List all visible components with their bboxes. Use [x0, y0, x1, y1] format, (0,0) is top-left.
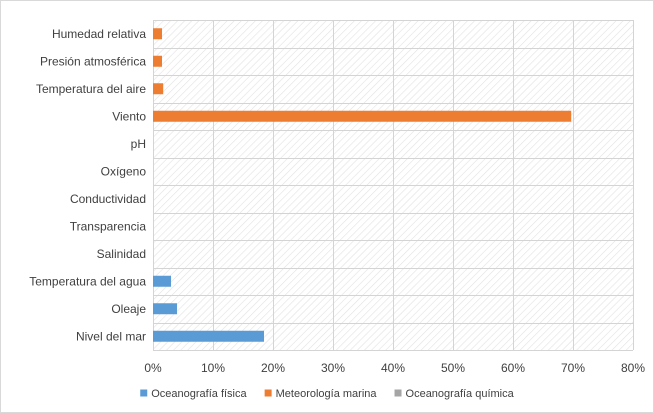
x-tick-labels: 0% 10% 20% 30% 40% 50% 60% 70% 80% — [144, 361, 645, 375]
category-labels: Humedad relativa Presión atmosférica Tempe… — [29, 27, 146, 344]
x-tick-label: 70% — [561, 361, 585, 375]
bar — [153, 303, 177, 315]
bar — [153, 330, 264, 342]
category-label: Transparencia — [70, 219, 147, 233]
legend-swatch — [264, 389, 272, 397]
legend-swatch — [140, 389, 148, 397]
bar — [153, 83, 164, 95]
x-tick-label: 50% — [441, 361, 465, 375]
bars — [153, 28, 572, 342]
category-label: Oxígeno — [101, 164, 147, 178]
x-tick-label: 80% — [621, 361, 645, 375]
category-label: pH — [131, 137, 146, 151]
category-label: Nivel del mar — [76, 329, 146, 343]
category-label: Presión atmosférica — [40, 54, 146, 68]
bar — [153, 275, 171, 287]
legend-label: Meteorología marina — [276, 388, 378, 400]
grid-lines — [153, 20, 634, 351]
category-label: Temperatura del aire — [36, 82, 146, 96]
legend: Oceanografía física Meteorología marina Oc… — [140, 388, 515, 400]
category-label: Conductividad — [70, 192, 146, 206]
category-label: Oleaje — [111, 302, 146, 316]
x-tick-label: 30% — [321, 361, 345, 375]
bar — [153, 110, 572, 122]
legend-label: Oceanografía química — [406, 388, 515, 400]
category-label: Humedad relativa — [52, 27, 146, 41]
legend-item: Meteorología marina — [264, 388, 378, 400]
x-tick-label: 0% — [144, 361, 162, 375]
legend-label: Oceanografía física — [151, 388, 247, 400]
x-tick-label: 10% — [201, 361, 225, 375]
x-tick-label: 20% — [261, 361, 285, 375]
bar — [153, 28, 162, 40]
x-tick-label: 60% — [501, 361, 525, 375]
legend-swatch — [394, 389, 402, 397]
legend-item: Oceanografía química — [394, 388, 515, 400]
bar — [153, 55, 162, 67]
category-label: Salinidad — [97, 247, 146, 261]
category-label: Viento — [112, 109, 146, 123]
legend-item: Oceanografía física — [140, 388, 248, 400]
x-tick-label: 40% — [381, 361, 405, 375]
category-label: Temperatura del agua — [29, 274, 146, 288]
